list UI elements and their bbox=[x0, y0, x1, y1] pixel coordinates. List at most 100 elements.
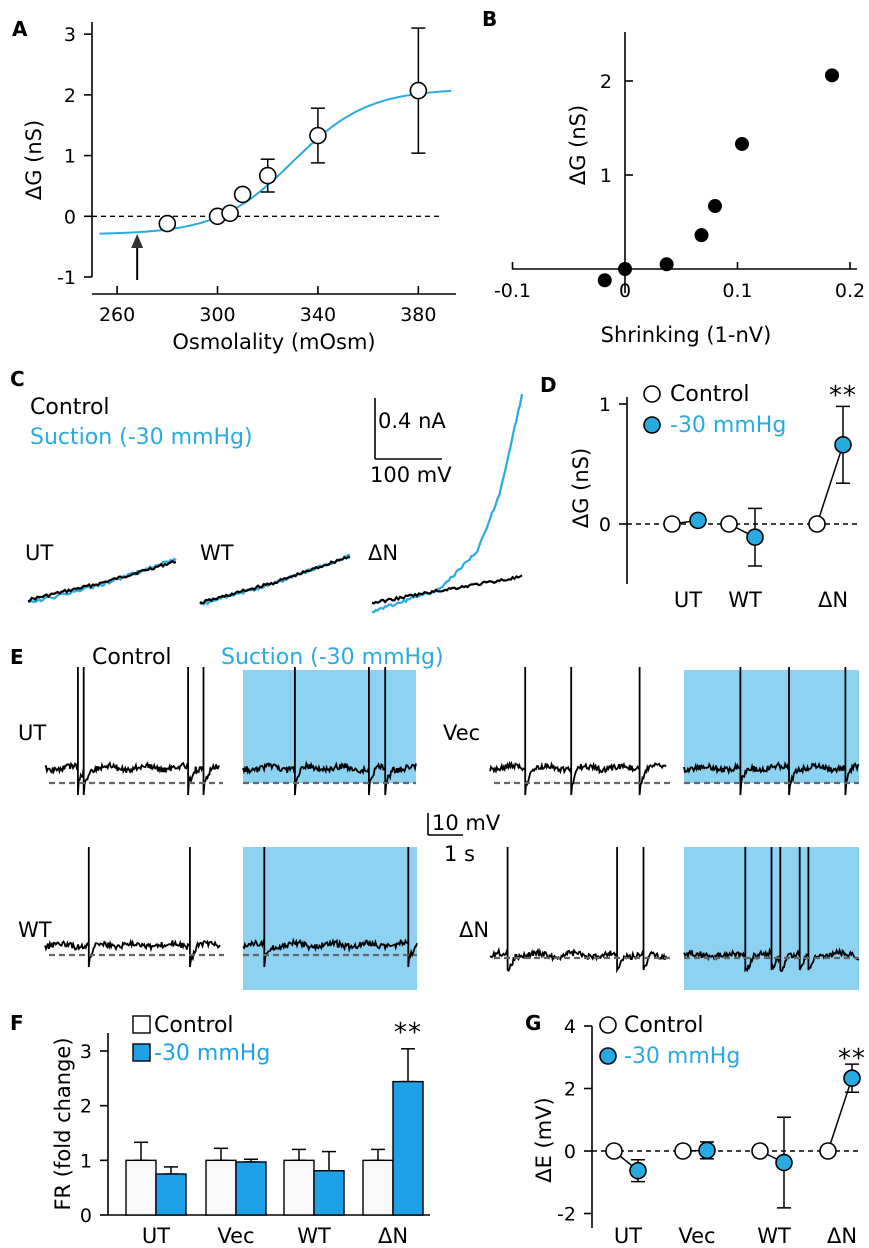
g-control-point-0 bbox=[605, 1142, 623, 1160]
a-data-point-0 bbox=[158, 214, 177, 233]
a-x-tick-label: 300 bbox=[199, 304, 235, 326]
b-y-label: ΔG (nS) bbox=[566, 105, 590, 185]
c-trace-label-1: WT bbox=[200, 541, 234, 565]
c-trace-suction-2 bbox=[371, 393, 524, 614]
e-trace-ctl-2 bbox=[44, 847, 221, 968]
b-data-point-1 bbox=[618, 262, 632, 276]
d-control-point-0 bbox=[663, 515, 681, 533]
d-y-tick-label: 1 bbox=[599, 394, 611, 416]
a-x-tick-label: 380 bbox=[400, 304, 436, 326]
f-suction-bar-1 bbox=[235, 1161, 267, 1216]
g-suction-point-1 bbox=[698, 1141, 716, 1160]
e-trace-ctl-0 bbox=[44, 667, 220, 796]
d-suction-point-1 bbox=[746, 528, 764, 547]
a-fit-curve bbox=[99, 89, 452, 235]
f-y-tick-label: 0 bbox=[80, 1205, 92, 1227]
b-data-point-5 bbox=[735, 136, 749, 151]
a-data-point-4 bbox=[258, 166, 277, 185]
e-scalebar-time-label: 1 s bbox=[444, 842, 475, 866]
a-data-point-6 bbox=[409, 81, 428, 100]
b-x-label: Shrinking (1-nV) bbox=[601, 323, 772, 347]
d-y-label: ΔG (nS) bbox=[569, 448, 593, 528]
d-y-tick-label: 0 bbox=[599, 514, 611, 536]
panel-g-chart: -2 0 2 4 ΔE (mV) Control -30 mmHg UT Vec WT ΔN ** bbox=[532, 1013, 866, 1248]
panel-letter-d: D bbox=[540, 373, 557, 397]
panel-letter-e: E bbox=[10, 645, 24, 669]
panel-letter-c: C bbox=[10, 367, 25, 391]
f-category-label-2: WT bbox=[297, 1224, 331, 1248]
f-y-tick-label: 2 bbox=[80, 1096, 92, 1118]
b-x-tick-label: 0.2 bbox=[835, 280, 865, 302]
b-y-tick-label: 2 bbox=[600, 71, 612, 93]
f-legend-control-label: Control bbox=[154, 1013, 234, 1038]
panel-letter-g: G bbox=[525, 1011, 541, 1035]
e-trace-suc-2 bbox=[242, 847, 418, 968]
g-y-tick-label: -2 bbox=[557, 1204, 576, 1226]
f-suction-bar-3 bbox=[392, 1080, 424, 1216]
c-trace-label-0: UT bbox=[25, 541, 53, 565]
g-suction-point-2 bbox=[775, 1153, 793, 1172]
f-category-label-3: ΔN bbox=[378, 1224, 408, 1248]
g-legend-suction-label: -30 mmHg bbox=[624, 1044, 740, 1069]
d-control-point-1 bbox=[720, 515, 738, 533]
b-data-point-3 bbox=[694, 228, 709, 243]
panel-c-traces: Control Suction (-30 mmHg) 0.4 nA 100 mV UT W… bbox=[25, 393, 524, 614]
f-category-label-0: UT bbox=[142, 1224, 170, 1248]
d-significance-2: ** bbox=[829, 381, 857, 411]
e-trace-label-1: Vec bbox=[443, 721, 480, 745]
d-legend-control-marker bbox=[643, 385, 661, 403]
b-data-point-2 bbox=[659, 257, 674, 272]
e-header-control: Control bbox=[92, 645, 172, 670]
panel-f-chart: 0 1 2 3FR (fold change) Control -30 mmHg UT Vec… bbox=[51, 1013, 430, 1248]
d-category-label-2: ΔN bbox=[818, 588, 848, 612]
panel-a-chart: -1 0 1 2 3 260 300 340 380 Osmolality (mOsm) ΔG (n… bbox=[22, 22, 456, 354]
panel-e-traces: Control Suction (-30 mmHg) 10 mV 1 s UT Vec WT… bbox=[18, 645, 860, 990]
g-y-tick-label: 2 bbox=[564, 1079, 576, 1101]
e-trace-label-2: WT bbox=[18, 918, 52, 942]
d-control-point-2 bbox=[808, 515, 826, 533]
c-trace-control-2 bbox=[371, 574, 523, 605]
d-suction-point-0 bbox=[689, 511, 707, 530]
d-legend-suction-label: -30 mmHg bbox=[670, 413, 786, 438]
f-y-tick-label: 3 bbox=[80, 1041, 92, 1063]
g-legend-suction-marker bbox=[599, 1047, 617, 1065]
g-legend-control-marker bbox=[599, 1016, 617, 1034]
c-scalebar-current-label: 0.4 nA bbox=[378, 409, 446, 433]
d-legend-control-label: Control bbox=[670, 382, 750, 407]
a-y-tick-label: 0 bbox=[64, 206, 76, 228]
g-legend-control-label: Control bbox=[624, 1013, 704, 1038]
g-suction-point-0 bbox=[629, 1161, 647, 1180]
c-trace-control-0 bbox=[27, 559, 177, 603]
b-data-point-0 bbox=[597, 273, 612, 288]
e-trace-label-3: ΔN bbox=[459, 918, 489, 942]
b-data-point-6 bbox=[825, 68, 839, 83]
g-y-label: ΔE (mV) bbox=[532, 1097, 556, 1183]
b-x-tick-label: 0.1 bbox=[722, 280, 752, 302]
panel-d-chart: 0 1 ΔG (nS) Control -30 mmHg UT WT ΔN ** bbox=[569, 381, 860, 612]
a-x-tick-label: 260 bbox=[99, 304, 135, 326]
f-control-bar-1 bbox=[205, 1159, 237, 1216]
f-legend-control-swatch bbox=[132, 1015, 151, 1034]
d-legend-suction-marker bbox=[643, 416, 661, 434]
a-data-point-2 bbox=[221, 204, 239, 223]
a-y-label: ΔG (nS) bbox=[22, 120, 46, 200]
f-y-tick-label: 1 bbox=[80, 1150, 92, 1172]
e-trace-ctl-3 bbox=[489, 847, 667, 974]
f-control-bar-3 bbox=[362, 1159, 394, 1216]
g-y-tick-label: 0 bbox=[564, 1141, 576, 1163]
g-significance-3: ** bbox=[838, 1044, 866, 1074]
f-suction-bar-0 bbox=[155, 1173, 187, 1216]
a-y-tick-label: -1 bbox=[57, 267, 76, 289]
a-x-label: Osmolality (mOsm) bbox=[172, 330, 375, 354]
panel-b-chart: -0.1 0 0.1 0.2 1 2 Shrinking (1-nV) ΔG (nS) bbox=[494, 32, 865, 347]
b-x-tick-label: -0.1 bbox=[494, 280, 531, 302]
c-legend-suction: Suction (-30 mmHg) bbox=[30, 425, 253, 450]
c-trace-suction-0 bbox=[27, 557, 177, 604]
g-control-point-2 bbox=[751, 1142, 769, 1160]
f-legend-suction-swatch bbox=[132, 1043, 151, 1062]
e-trace-suc-1 bbox=[683, 667, 860, 796]
f-suction-bar-2 bbox=[313, 1170, 345, 1216]
g-suction-point-3 bbox=[843, 1069, 861, 1087]
d-suction-point-2 bbox=[834, 435, 852, 454]
